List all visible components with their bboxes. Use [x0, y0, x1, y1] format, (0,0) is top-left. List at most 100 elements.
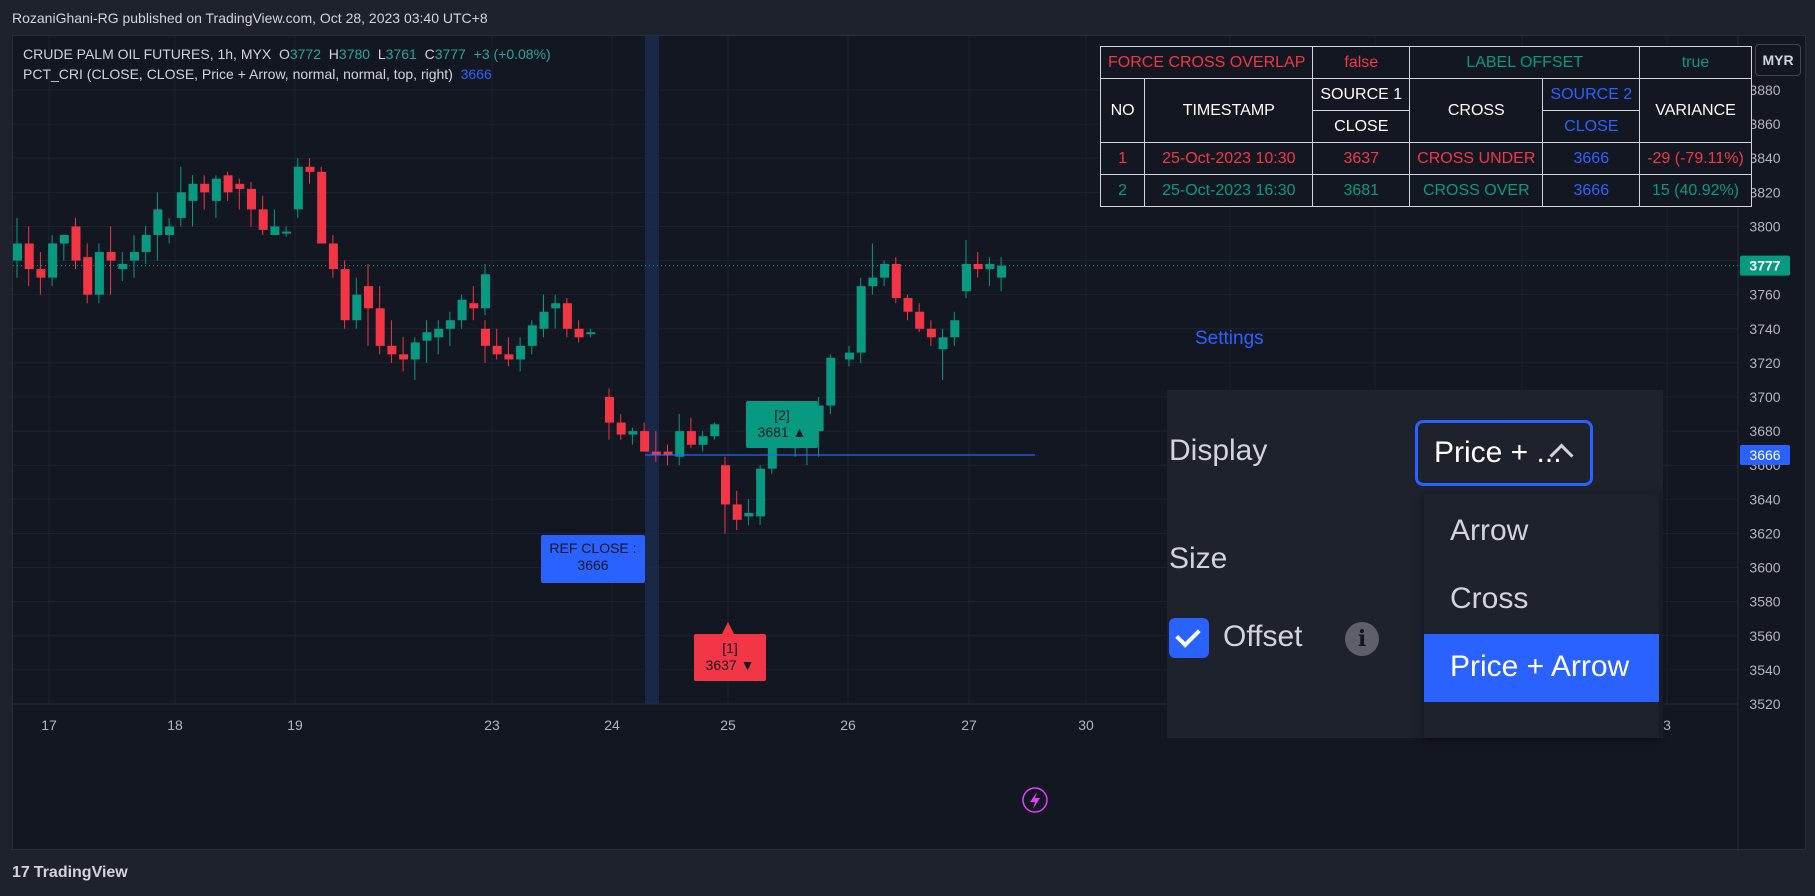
candle-up — [13, 243, 22, 261]
candle-down — [71, 226, 81, 261]
tradingview-logo[interactable]: 17 TradingView — [12, 864, 128, 881]
publish-info: RozaniGhani-RG published on TradingView.… — [12, 10, 488, 26]
candle-down — [223, 175, 233, 193]
cross-under-value: 3637 ▼ — [705, 657, 755, 673]
row1-source1: 3637 — [1312, 142, 1411, 175]
candle-up — [586, 332, 596, 335]
header-source2-close: CLOSE — [1542, 110, 1641, 143]
indicator-title[interactable]: PCT_CRI (CLOSE, CLOSE, Price + Arrow, no… — [23, 66, 453, 82]
candle-up — [188, 183, 198, 201]
candle-down — [83, 257, 93, 295]
candle-down — [891, 263, 901, 299]
candle-down — [605, 397, 614, 423]
offset-checkbox[interactable] — [1169, 618, 1209, 658]
candle-down — [562, 303, 572, 329]
symbol-legend[interactable]: CRUDE PALM OIL FUTURES, 1h, MYX O3772 H3… — [23, 46, 551, 62]
change-value: +3 (+0.08%) — [473, 46, 551, 62]
lightning-icon-bolt — [1030, 792, 1040, 809]
info-icon[interactable]: i — [1345, 622, 1379, 656]
price-tick-label: 3820 — [1749, 184, 1780, 200]
ref-close-value: 3666 — [577, 557, 609, 573]
display-label: Display — [1169, 434, 1268, 467]
highlight-column — [645, 36, 659, 704]
time-tick-label: 25 — [720, 717, 736, 733]
indicator-legend[interactable]: PCT_CRI (CLOSE, CLOSE, Price + Arrow, no… — [23, 66, 492, 82]
candle-up — [293, 166, 303, 210]
candle-up — [675, 431, 685, 457]
candle-up — [352, 294, 362, 321]
time-tick-label: 26 — [840, 717, 856, 733]
cross-over-label: [2] 3681 ▲ — [746, 401, 818, 448]
row1-cross: CROSS UNDER — [1409, 142, 1544, 175]
candle-down — [399, 354, 409, 360]
candle-up — [282, 231, 292, 234]
candle-up — [985, 263, 995, 270]
candle-up — [756, 468, 766, 517]
cross-over-value: 3681 ▲ — [757, 424, 807, 440]
price-tick-label: 3740 — [1749, 321, 1780, 337]
cross-under-label: [1] 3637 ▼ — [694, 634, 766, 681]
candle-down — [574, 328, 584, 338]
candle-up — [410, 342, 420, 360]
candle-up — [94, 252, 104, 295]
settings-link[interactable]: Settings — [1195, 328, 1264, 349]
candle-up — [628, 431, 638, 435]
option-price-arrow[interactable]: Price + Arrow — [1424, 634, 1659, 702]
cross-info-table: FORCE CROSS OVERLAP false LABEL OFFSET t… — [1099, 46, 1752, 207]
candle-down — [973, 263, 983, 270]
candle-up — [845, 352, 854, 360]
candle-up — [698, 436, 708, 445]
candle-down — [492, 345, 502, 355]
time-tick-label: 27 — [961, 717, 977, 733]
display-select[interactable]: Price + ... — [1415, 420, 1593, 486]
candle-down — [616, 422, 626, 435]
option-cross[interactable]: Cross — [1450, 582, 1529, 615]
candle-up — [710, 424, 720, 437]
candle-up — [211, 178, 221, 201]
table-row: 2 25-Oct-2023 16:30 3681 CROSS OVER 3666… — [1099, 174, 1752, 207]
price-tick-label: 3540 — [1749, 662, 1780, 678]
price-tick-label: 3600 — [1749, 560, 1780, 576]
time-tick-label: 18 — [167, 717, 183, 733]
chart-pane[interactable]: 3880 3860 3840 3820 3800 3780 3760 3740 3720 3700… — [12, 35, 1807, 851]
candle-down — [504, 354, 514, 360]
candle-down — [375, 308, 385, 346]
last-price-badge-text: 3777 — [1749, 258, 1780, 274]
candle-down — [200, 183, 210, 193]
low-label: L — [377, 46, 386, 62]
candle-up — [422, 332, 432, 341]
candle-down — [469, 303, 479, 309]
size-label: Size — [1169, 542, 1228, 575]
row2-timestamp: 25-Oct-2023 16:30 — [1144, 174, 1314, 207]
candle-up — [434, 328, 444, 338]
time-tick-label: 30 — [1078, 717, 1094, 733]
row1-timestamp: 25-Oct-2023 10:30 — [1144, 142, 1314, 175]
candle-up — [814, 405, 824, 432]
header-variance: VARIANCE — [1639, 78, 1752, 143]
price-chart[interactable]: 3880 3860 3840 3820 3800 3780 3760 3740 3720 3700… — [13, 36, 1807, 851]
price-tick-label: 3640 — [1749, 491, 1780, 507]
header-timestamp: TIMESTAMP — [1144, 78, 1314, 143]
price-tick-label: 3620 — [1749, 525, 1780, 541]
candle-up — [744, 512, 754, 517]
candle-down — [686, 431, 696, 445]
candle-up — [59, 234, 69, 244]
price-tick-label: 3760 — [1749, 287, 1780, 303]
row2-no: 2 — [1099, 174, 1146, 207]
candle-down — [640, 431, 650, 452]
header-source2: SOURCE 2 — [1542, 78, 1641, 111]
candle-down — [24, 243, 34, 270]
candle-down — [663, 451, 673, 455]
close-label: C — [424, 46, 435, 62]
header-source1-close: CLOSE — [1312, 110, 1411, 143]
ref-price-badge — [1740, 444, 1790, 465]
row1-no: 1 — [1099, 142, 1146, 175]
time-tick-label: 19 — [287, 717, 303, 733]
candle-down — [926, 328, 936, 338]
symbol-title[interactable]: CRUDE PALM OIL FUTURES, 1h, MYX — [23, 46, 272, 62]
option-arrow[interactable]: Arrow — [1450, 514, 1529, 547]
currency-button[interactable]: MYR — [1755, 44, 1801, 76]
candle-down — [481, 328, 490, 346]
price-tick-label: 3680 — [1749, 423, 1780, 439]
candle-down — [721, 465, 730, 505]
